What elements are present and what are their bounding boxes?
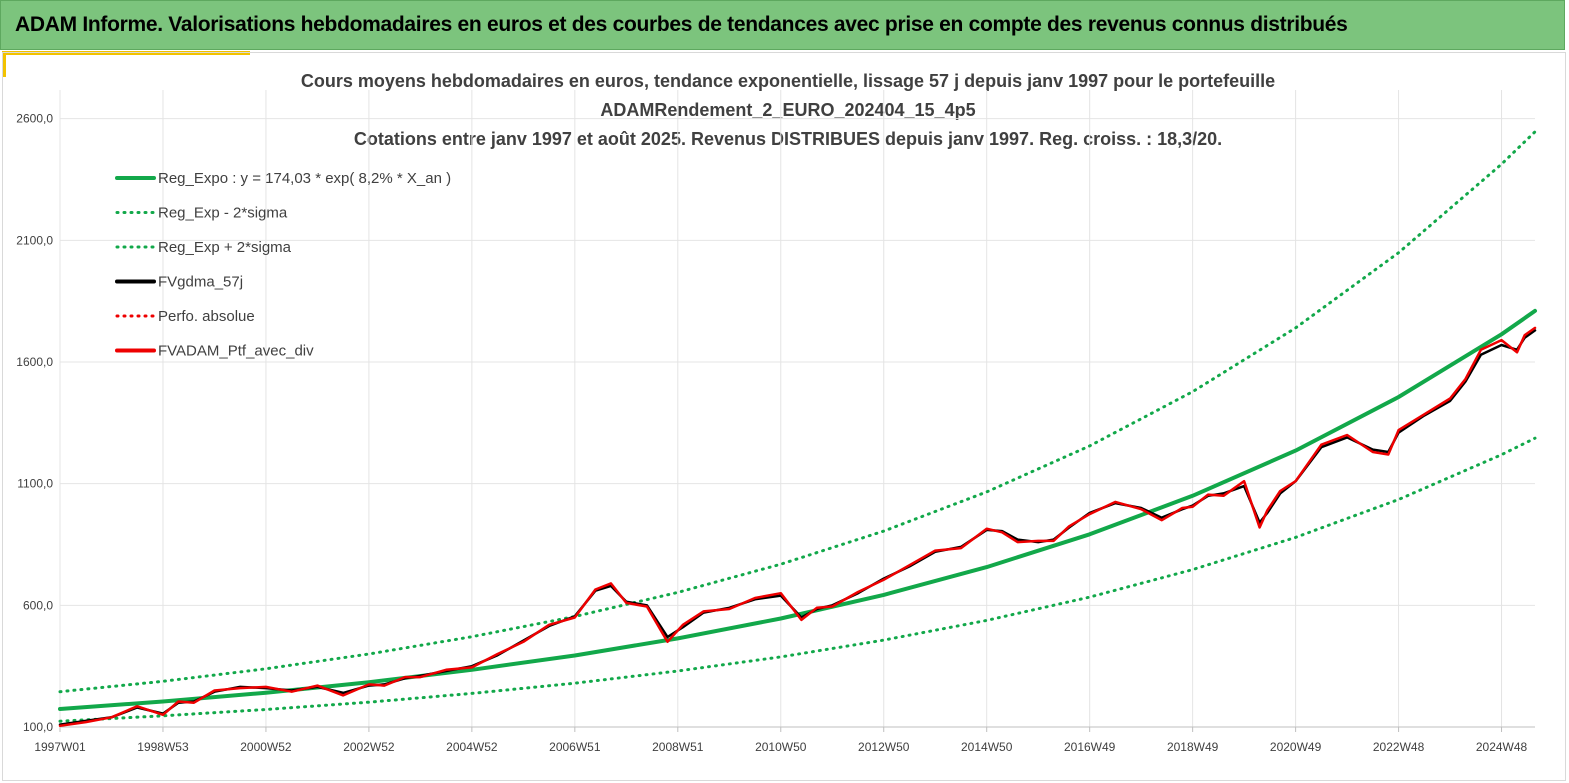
legend-label: Perfo. absolue: [158, 308, 255, 325]
x-tick-label: 1997W01: [34, 740, 86, 754]
y-tick-label: 2100,0: [16, 233, 53, 247]
legend: Reg_Expo : y = 174,03 * exp( 8,2% * X_an…: [115, 170, 451, 360]
series: [58, 130, 1537, 728]
x-tick-label: 2000W52: [240, 740, 292, 754]
x-tick-label: 2002W52: [343, 740, 395, 754]
x-tick-label: 2006W51: [549, 740, 601, 754]
legend-label: Reg_Exp + 2*sigma: [158, 239, 292, 256]
axes: 100,0 600,0 1100,0 1600,0 2100,0 2600,0 1997W0…: [16, 112, 1535, 754]
x-tick-label: 2004W52: [446, 740, 498, 754]
x-tick-label: 2024W48: [1476, 740, 1528, 754]
report-banner: ADAM Informe. Valorisations hebdomadaire…: [0, 0, 1565, 50]
series-line-fvadam-ptf-avec-div: [58, 326, 1537, 728]
chart-title-line-1: Cours moyens hebdomadaires en euros, ten…: [300, 71, 1276, 91]
x-tick-label: 2016W49: [1064, 740, 1116, 754]
x-tick-label: 2022W48: [1373, 740, 1425, 754]
accent-bar-left: [2, 51, 6, 77]
legend-label: FVADAM_Ptf_avec_div: [158, 343, 314, 360]
y-tick-label: 2600,0: [16, 112, 53, 126]
legend-label: FVgdma_57j: [158, 274, 243, 291]
x-tick-label: 2018W49: [1167, 740, 1219, 754]
y-tick-label: 1100,0: [17, 477, 53, 491]
chart-title-line-2: ADAMRendement_2_EURO_202404_15_4p5: [600, 100, 976, 120]
series-line-reg-exp-2-sigma: [58, 130, 1537, 694]
series-line-reg-expo-y-174-03-exp-8-2-x-an: [58, 308, 1537, 711]
report-title: ADAM Informe. Valorisations hebdomadaire…: [15, 13, 1348, 36]
x-tick-label: 2010W50: [755, 740, 807, 754]
accent-bar-top-left: [2, 51, 250, 55]
x-tick-label: 2020W49: [1270, 740, 1322, 754]
series-line-fvgdma-57j: [58, 329, 1537, 726]
x-tick-label: 2014W50: [961, 740, 1013, 754]
x-tick-label: 2008W51: [652, 740, 704, 754]
legend-label: Reg_Expo : y = 174,03 * exp( 8,2% * X_an…: [158, 170, 451, 187]
legend-label: Reg_Exp - 2*sigma: [158, 205, 288, 222]
x-tick-label: 2012W50: [858, 740, 910, 754]
chart-title-line-3: Cotations entre janv 1997 et août 2025. …: [353, 129, 1223, 149]
series-line-reg-exp-2-sigma: [58, 436, 1537, 723]
y-tick-label: 100,0: [23, 720, 53, 734]
y-tick-label: 1600,0: [16, 355, 53, 369]
chart-area: [2, 52, 1566, 781]
x-tick-label: 1998W53: [137, 740, 189, 754]
y-tick-label: 600,0: [23, 598, 53, 612]
